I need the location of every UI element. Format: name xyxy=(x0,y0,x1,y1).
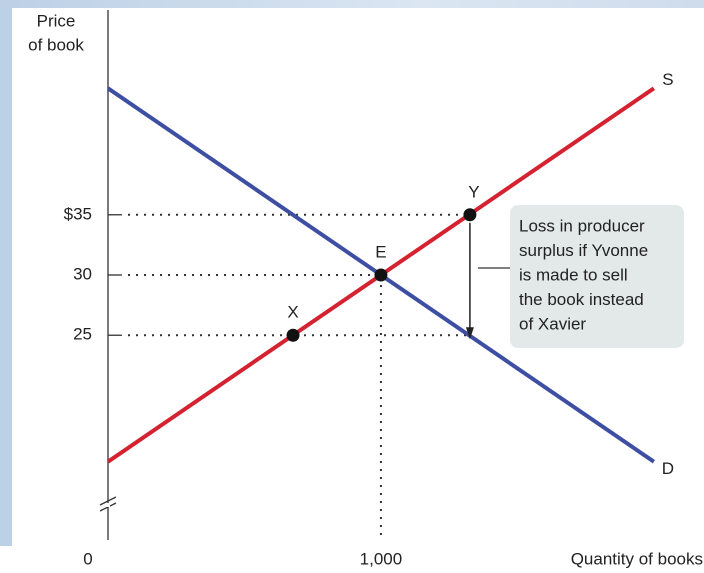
arrow-head xyxy=(465,327,474,340)
series-label: D xyxy=(662,459,674,478)
point-label: E xyxy=(375,242,386,261)
point xyxy=(463,208,477,222)
x-axis-label: Quantity of books xyxy=(571,549,703,568)
point-label: Y xyxy=(468,182,479,201)
x-tick-label: 0 xyxy=(83,549,92,568)
y-axis-label: of book xyxy=(28,35,84,54)
series-label: S xyxy=(662,70,673,89)
y-axis-label: Price xyxy=(37,11,76,30)
annotation: is made to sell xyxy=(519,265,628,284)
annotation: the book instead xyxy=(519,290,644,309)
axis-break xyxy=(99,496,117,506)
annotation: of Xavier xyxy=(519,314,586,333)
axis-break-gap xyxy=(106,503,110,507)
point xyxy=(286,328,300,342)
x-tick-label: 1,000 xyxy=(360,549,403,568)
y-tick-label: 25 xyxy=(73,325,92,344)
annotation: Loss in producer xyxy=(519,216,645,235)
callout-box xyxy=(510,205,684,348)
footer-background xyxy=(0,546,704,573)
y-tick-label: 30 xyxy=(73,264,92,283)
y-tick-label: $35 xyxy=(64,204,92,223)
annotation: surplus if Yvonne xyxy=(519,241,648,260)
point-label: X xyxy=(287,303,298,322)
point xyxy=(374,268,388,282)
